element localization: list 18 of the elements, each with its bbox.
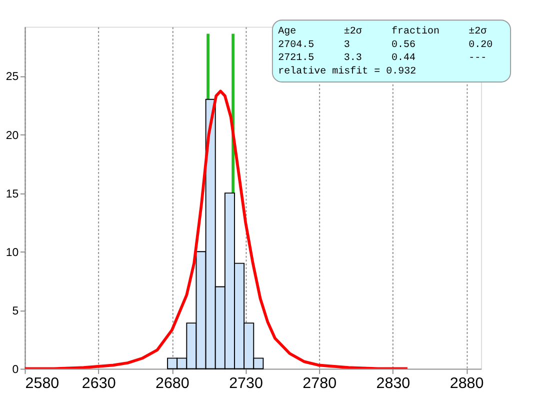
- y-tick-label: 10: [6, 246, 19, 259]
- x-tick-label: 2830: [376, 375, 410, 392]
- y-tick-label: 20: [6, 130, 19, 142]
- x-tick-label: 2630: [82, 375, 116, 392]
- annotation: relative misfit = 0.932: [278, 65, 416, 78]
- y-tick-label: 0: [12, 364, 19, 376]
- text: 2704.5 3 0.56 0.20: [278, 40, 493, 51]
- y-tick-label: 5: [12, 305, 19, 318]
- y-tick-label: 25: [6, 71, 19, 84]
- x-tick-label: 2580: [25, 375, 60, 392]
- text: Age ±2σ fraction ±2σ: [278, 26, 487, 38]
- x-tick-label: 2880: [450, 375, 484, 392]
- x-tick-label: 2680: [155, 375, 190, 392]
- line-series: [24, 90, 409, 369]
- y-tick-label: 15: [6, 188, 19, 200]
- x-tick-label: 2730: [229, 375, 263, 392]
- x-tick-label: 2780: [302, 375, 337, 392]
- text: 2721.5 3.3 0.44 ---: [278, 53, 487, 64]
